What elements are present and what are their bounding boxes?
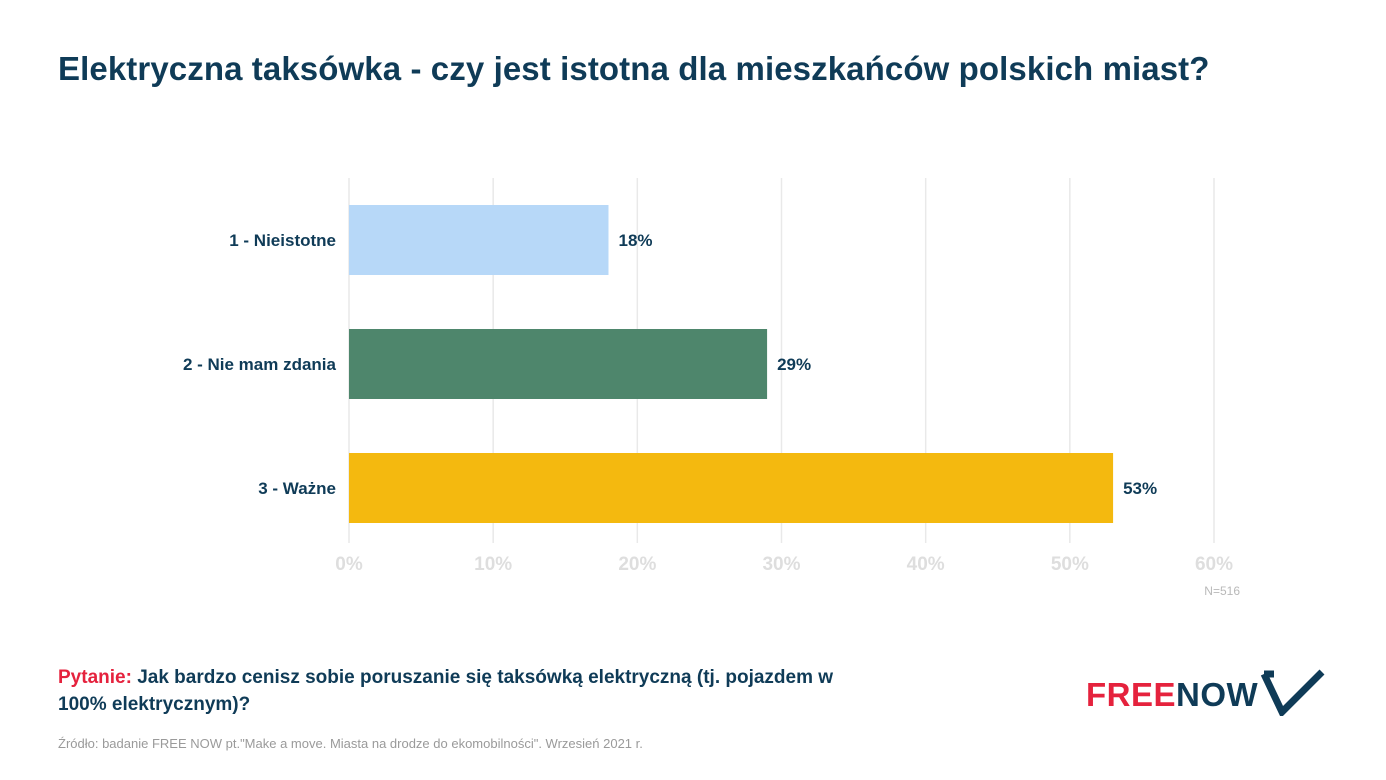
logo-free: FREE	[1086, 676, 1177, 713]
category-label: 1 - Nieistotne	[229, 231, 336, 250]
survey-question: Pytanie: Jak bardzo cenisz sobie porusza…	[58, 664, 858, 718]
value-label: 18%	[619, 231, 653, 250]
question-prefix: Pytanie:	[58, 667, 132, 688]
logo-now: NOW	[1176, 676, 1259, 713]
bar	[349, 329, 768, 399]
checkmark-chevron-icon	[1261, 669, 1325, 716]
x-tick-label: 20%	[618, 554, 656, 575]
question-text: Jak bardzo cenisz sobie poruszanie się t…	[58, 667, 834, 715]
bar-chart: 1 - Nieistotne 18% 2 - Nie mam zdania 29% 3 …	[183, 178, 1233, 575]
x-axis-ticks: 0% 10% 20% 30% 40% 50% 60%	[335, 554, 1233, 575]
category-label: 3 - Ważne	[258, 479, 336, 498]
bar	[349, 453, 1114, 523]
chart-title: Elektryczna taksówka - czy jest istotna …	[58, 50, 1210, 87]
bars	[349, 205, 1114, 523]
category-label: 2 - Nie mam zdania	[183, 355, 337, 374]
x-tick-label: 10%	[474, 554, 512, 575]
bar	[349, 205, 609, 275]
x-tick-label: 60%	[1195, 554, 1233, 575]
sample-size-note: N=516	[1204, 584, 1240, 598]
source-note: Źródło: badanie FREE NOW pt."Make a move…	[58, 736, 643, 751]
x-tick-label: 40%	[907, 554, 945, 575]
x-tick-label: 30%	[762, 554, 800, 575]
logo-wordmark: FREENOW	[1086, 676, 1258, 714]
value-label: 29%	[777, 355, 811, 374]
value-label: 53%	[1123, 479, 1157, 498]
x-tick-label: 0%	[335, 554, 363, 575]
freenow-logo: FREENOW	[1086, 668, 1326, 722]
x-tick-label: 50%	[1051, 554, 1089, 575]
bar-labels: 1 - Nieistotne 18% 2 - Nie mam zdania 29% 3 …	[183, 231, 1157, 498]
